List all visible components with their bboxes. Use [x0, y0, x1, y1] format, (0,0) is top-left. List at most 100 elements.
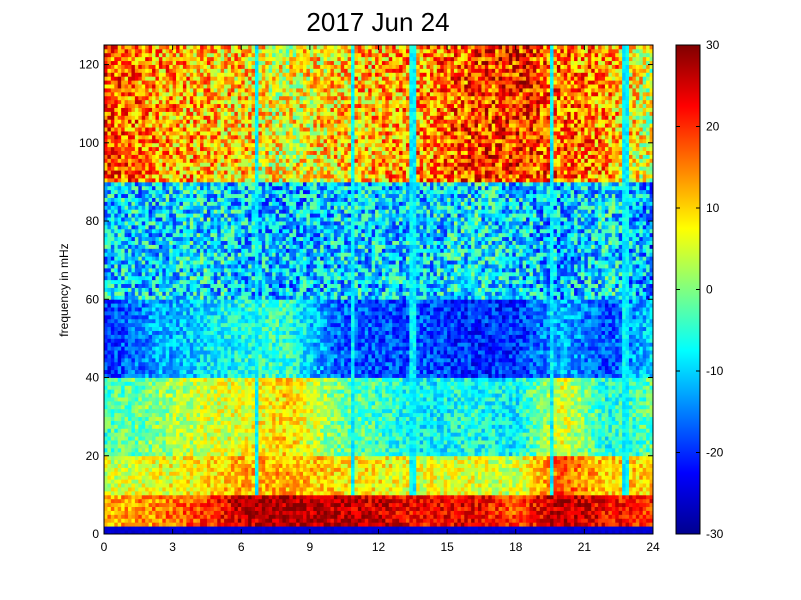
heatmap-cell [204, 417, 208, 421]
heatmap-cell [193, 448, 197, 452]
heatmap-cell [571, 495, 575, 499]
heatmap-cell [615, 468, 619, 472]
heatmap-cell [464, 475, 468, 479]
heatmap-cell [571, 522, 575, 526]
heatmap-cell [114, 460, 118, 464]
heatmap-cell [348, 479, 352, 483]
heatmap-cell [502, 471, 506, 475]
heatmap-cell [440, 471, 444, 475]
heatmap-cell [550, 428, 554, 432]
heatmap-cell [149, 499, 153, 503]
heatmap-cell [420, 448, 424, 452]
heatmap-cell [591, 475, 595, 479]
heatmap-cell [584, 448, 588, 452]
heatmap-cell [509, 487, 513, 491]
heatmap-cell [282, 456, 286, 460]
heatmap-cell [440, 468, 444, 472]
heatmap-cell [324, 487, 328, 491]
heatmap-cell [303, 432, 307, 436]
heatmap-cell [107, 514, 111, 518]
heatmap-cell [451, 483, 455, 487]
heatmap-cell [276, 475, 280, 479]
heatmap-cell [327, 479, 331, 483]
heatmap-cell [505, 456, 509, 460]
heatmap-cell [595, 499, 599, 503]
heatmap-cell [536, 471, 540, 475]
heatmap-cell [114, 424, 118, 428]
heatmap-cell [145, 495, 149, 499]
heatmap-cell [375, 479, 379, 483]
heatmap-cell [351, 495, 355, 499]
heatmap-cell [639, 511, 643, 515]
heatmap-cell [540, 483, 544, 487]
heatmap-cell [341, 436, 345, 440]
heatmap-cell [238, 448, 242, 452]
heatmap-cell [533, 444, 537, 448]
heatmap-cell [159, 471, 163, 475]
heatmap-cell [245, 417, 249, 421]
heatmap-cell [296, 487, 300, 491]
heatmap-cell [574, 424, 578, 428]
heatmap-cell [495, 483, 499, 487]
heatmap-cell [632, 471, 636, 475]
heatmap-cell [440, 483, 444, 487]
heatmap-cell [409, 432, 413, 436]
heatmap-cell [379, 503, 383, 507]
heatmap-cell [461, 421, 465, 425]
heatmap-cell [396, 499, 400, 503]
heatmap-cell [289, 503, 293, 507]
heatmap-cell [210, 432, 214, 436]
heatmap-cell [581, 421, 585, 425]
heatmap-cell [423, 514, 427, 518]
heatmap-cell [584, 491, 588, 495]
heatmap-cell [632, 518, 636, 522]
heatmap-cell [574, 468, 578, 472]
heatmap-cell [447, 471, 451, 475]
heatmap-cell [509, 522, 513, 526]
heatmap-cell [396, 479, 400, 483]
heatmap-cell [646, 448, 650, 452]
heatmap-cell [440, 495, 444, 499]
heatmap-cell [605, 518, 609, 522]
heatmap-cell [536, 440, 540, 444]
heatmap-cell [389, 483, 393, 487]
heatmap-cell [214, 448, 218, 452]
heatmap-cell [159, 483, 163, 487]
heatmap-cell [179, 448, 183, 452]
heatmap-cell [234, 428, 238, 432]
heatmap-cell [313, 456, 317, 460]
heatmap-cell [375, 421, 379, 425]
heatmap-cell [505, 499, 509, 503]
heatmap-cell [536, 413, 540, 417]
heatmap-cell [300, 428, 304, 432]
heatmap-cell [626, 468, 630, 472]
heatmap-cell [252, 417, 256, 421]
heatmap-cell [457, 464, 461, 468]
heatmap-cell [310, 526, 314, 530]
heatmap-cell [348, 471, 352, 475]
heatmap-cell [403, 417, 407, 421]
heatmap-cell [200, 448, 204, 452]
heatmap-cell [608, 483, 612, 487]
heatmap-cell [207, 421, 211, 425]
heatmap-cell [162, 514, 166, 518]
heatmap-cell [457, 413, 461, 417]
heatmap-cell [197, 421, 201, 425]
heatmap-cell [519, 511, 523, 515]
heatmap-cell [636, 428, 640, 432]
heatmap-cell [564, 452, 568, 456]
heatmap-cell [427, 518, 431, 522]
heatmap-cell [245, 503, 249, 507]
heatmap-cell [186, 495, 190, 499]
heatmap-cell [217, 475, 221, 479]
heatmap-cell [519, 487, 523, 491]
heatmap-cell [461, 444, 465, 448]
heatmap-cell [389, 522, 393, 526]
heatmap-cell [457, 440, 461, 444]
heatmap-cell [210, 440, 214, 444]
heatmap-cell [437, 468, 441, 472]
heatmap-cell [330, 471, 334, 475]
heatmap-cell [451, 468, 455, 472]
heatmap-cell [289, 483, 293, 487]
heatmap-cell [437, 526, 441, 530]
